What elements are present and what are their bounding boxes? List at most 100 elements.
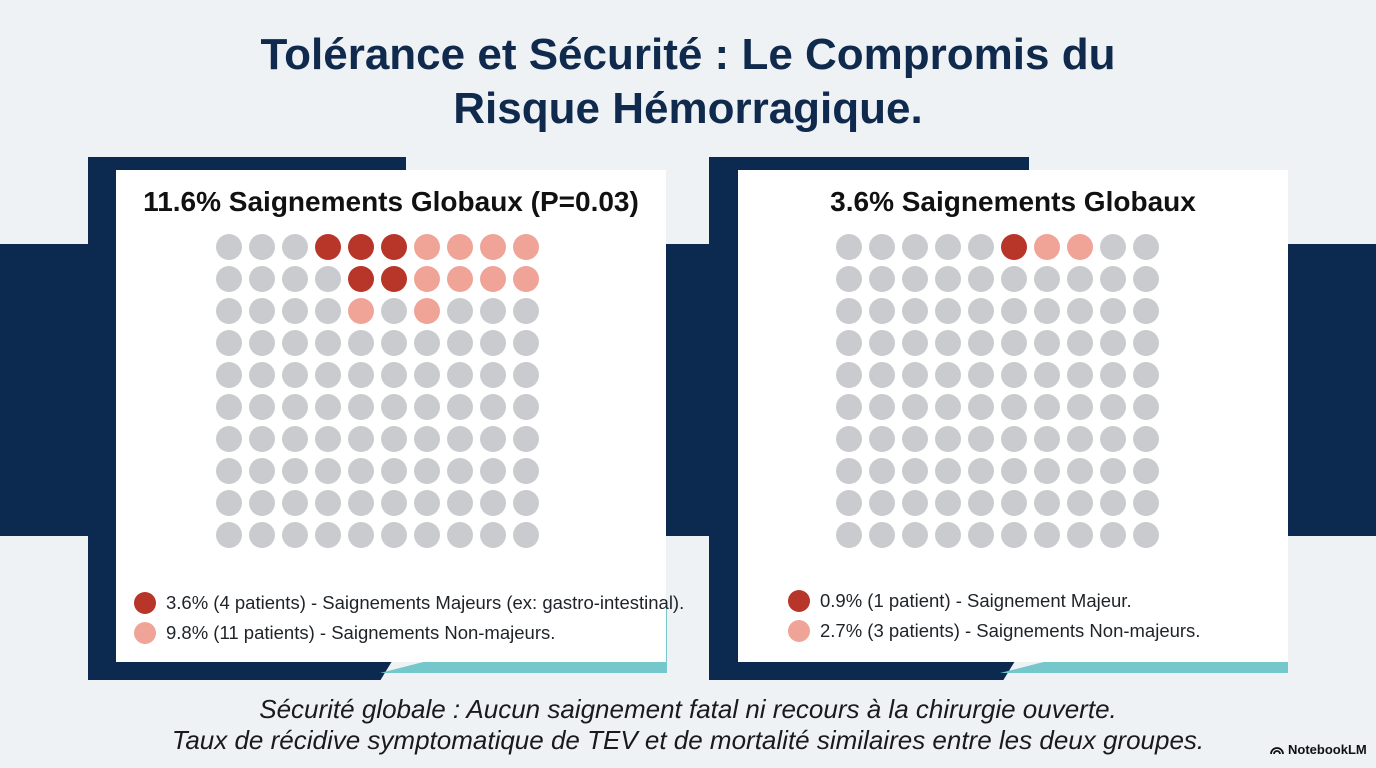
waffle-dot: [1133, 234, 1159, 260]
waffle-dot-minor: [1067, 234, 1093, 260]
waffle-dot: [1133, 330, 1159, 356]
waffle-grid: [216, 234, 539, 548]
waffle-dot: [447, 330, 473, 356]
waffle-dot: [216, 362, 242, 388]
waffle-dot: [282, 458, 308, 484]
waffle-dot: [249, 298, 275, 324]
waffle-dot: [480, 330, 506, 356]
waffle-dot: [836, 426, 862, 452]
waffle-dot: [1133, 458, 1159, 484]
waffle-dot: [381, 330, 407, 356]
waffle-dot: [968, 298, 994, 324]
waffle-dot-minor: [447, 234, 473, 260]
waffle-dot: [869, 330, 895, 356]
waffle-dot: [968, 330, 994, 356]
waffle-dot: [968, 522, 994, 548]
waffle-dot: [1034, 266, 1060, 292]
footer-line-1: Sécurité globale : Aucun saignement fata…: [259, 694, 1117, 724]
waffle-dot: [480, 394, 506, 420]
waffle-dot: [836, 266, 862, 292]
waffle-dot: [1067, 426, 1093, 452]
waffle-dot: [282, 298, 308, 324]
waffle-dot: [249, 490, 275, 516]
waffle-dot: [414, 522, 440, 548]
legend-label: 0.9% (1 patient) - Saignement Majeur.: [820, 590, 1132, 611]
waffle-dot: [315, 394, 341, 420]
legend-label: 2.7% (3 patients) - Saignements Non-maje…: [820, 620, 1201, 641]
waffle-dot: [249, 362, 275, 388]
waffle-dot: [1133, 490, 1159, 516]
waffle-dot: [1133, 298, 1159, 324]
waffle-dot: [282, 330, 308, 356]
footer-line-2: Taux de récidive symptomatique de TEV et…: [171, 725, 1205, 755]
waffle-dot: [447, 394, 473, 420]
waffle-dot: [513, 522, 539, 548]
waffle-dot: [935, 362, 961, 388]
waffle-dot: [1133, 394, 1159, 420]
waffle-dot: [836, 330, 862, 356]
page-title-line-2: Risque Hémorragique.: [453, 84, 923, 133]
footer-note: Sécurité globale : Aucun saignement fata…: [0, 694, 1376, 756]
waffle-dot: [480, 426, 506, 452]
waffle-dot: [249, 522, 275, 548]
waffle-dot: [1001, 426, 1027, 452]
waffle-dot: [968, 266, 994, 292]
notebooklm-logo-icon: [1270, 746, 1284, 754]
waffle-dot-minor: [1034, 234, 1060, 260]
waffle-dot: [902, 490, 928, 516]
waffle-dot: [249, 266, 275, 292]
waffle-dot: [249, 394, 275, 420]
waffle-dot: [414, 458, 440, 484]
waffle-dot: [869, 490, 895, 516]
waffle-dot: [869, 394, 895, 420]
waffle-dot: [348, 426, 374, 452]
waffle-dot: [315, 298, 341, 324]
waffle-dot: [836, 458, 862, 484]
waffle-dot: [836, 298, 862, 324]
waffle-dot: [381, 298, 407, 324]
brand-label: NotebookLM: [1288, 742, 1367, 757]
waffle-dot: [935, 458, 961, 484]
waffle-dot: [348, 394, 374, 420]
chart-legend: 3.6% (4 patients) - Saignements Majeurs …: [134, 588, 684, 648]
waffle-dot: [1100, 522, 1126, 548]
waffle-dot: [935, 490, 961, 516]
waffle-dot: [836, 490, 862, 516]
waffle-dot: [869, 522, 895, 548]
waffle-dot: [414, 426, 440, 452]
legend-item-major: 0.9% (1 patient) - Saignement Majeur.: [788, 586, 1200, 616]
waffle-dot: [935, 234, 961, 260]
waffle-dot: [513, 330, 539, 356]
chart-title: 11.6% Saignements Globaux (P=0.03): [143, 186, 639, 217]
waffle-dot: [216, 490, 242, 516]
waffle-dot: [447, 362, 473, 388]
waffle-dot: [1133, 266, 1159, 292]
waffle-dot: [216, 234, 242, 260]
waffle-dot: [1067, 458, 1093, 484]
waffle-dot: [1034, 394, 1060, 420]
waffle-dot: [414, 362, 440, 388]
waffle-dot: [513, 426, 539, 452]
waffle-dot: [414, 330, 440, 356]
legend-item-major: 3.6% (4 patients) - Saignements Majeurs …: [134, 588, 684, 618]
waffle-dot: [216, 394, 242, 420]
waffle-dot: [1001, 298, 1027, 324]
waffle-dot: [1100, 298, 1126, 324]
page-title: Tolérance et Sécurité : Le Compromis du …: [0, 28, 1376, 136]
waffle-dot: [968, 362, 994, 388]
waffle-dot: [282, 362, 308, 388]
waffle-dot: [968, 490, 994, 516]
waffle-dot: [902, 234, 928, 260]
waffle-dot: [315, 490, 341, 516]
waffle-dot: [1001, 458, 1027, 484]
waffle-dot: [1034, 330, 1060, 356]
waffle-dot: [1067, 490, 1093, 516]
waffle-dot: [935, 266, 961, 292]
waffle-dot: [836, 394, 862, 420]
legend-item-minor: 9.8% (11 patients) - Saignements Non-maj…: [134, 618, 684, 648]
legend-label: 3.6% (4 patients) - Saignements Majeurs …: [166, 592, 685, 613]
waffle-dot: [902, 426, 928, 452]
waffle-dot: [216, 426, 242, 452]
waffle-dot: [282, 266, 308, 292]
waffle-dot: [216, 266, 242, 292]
